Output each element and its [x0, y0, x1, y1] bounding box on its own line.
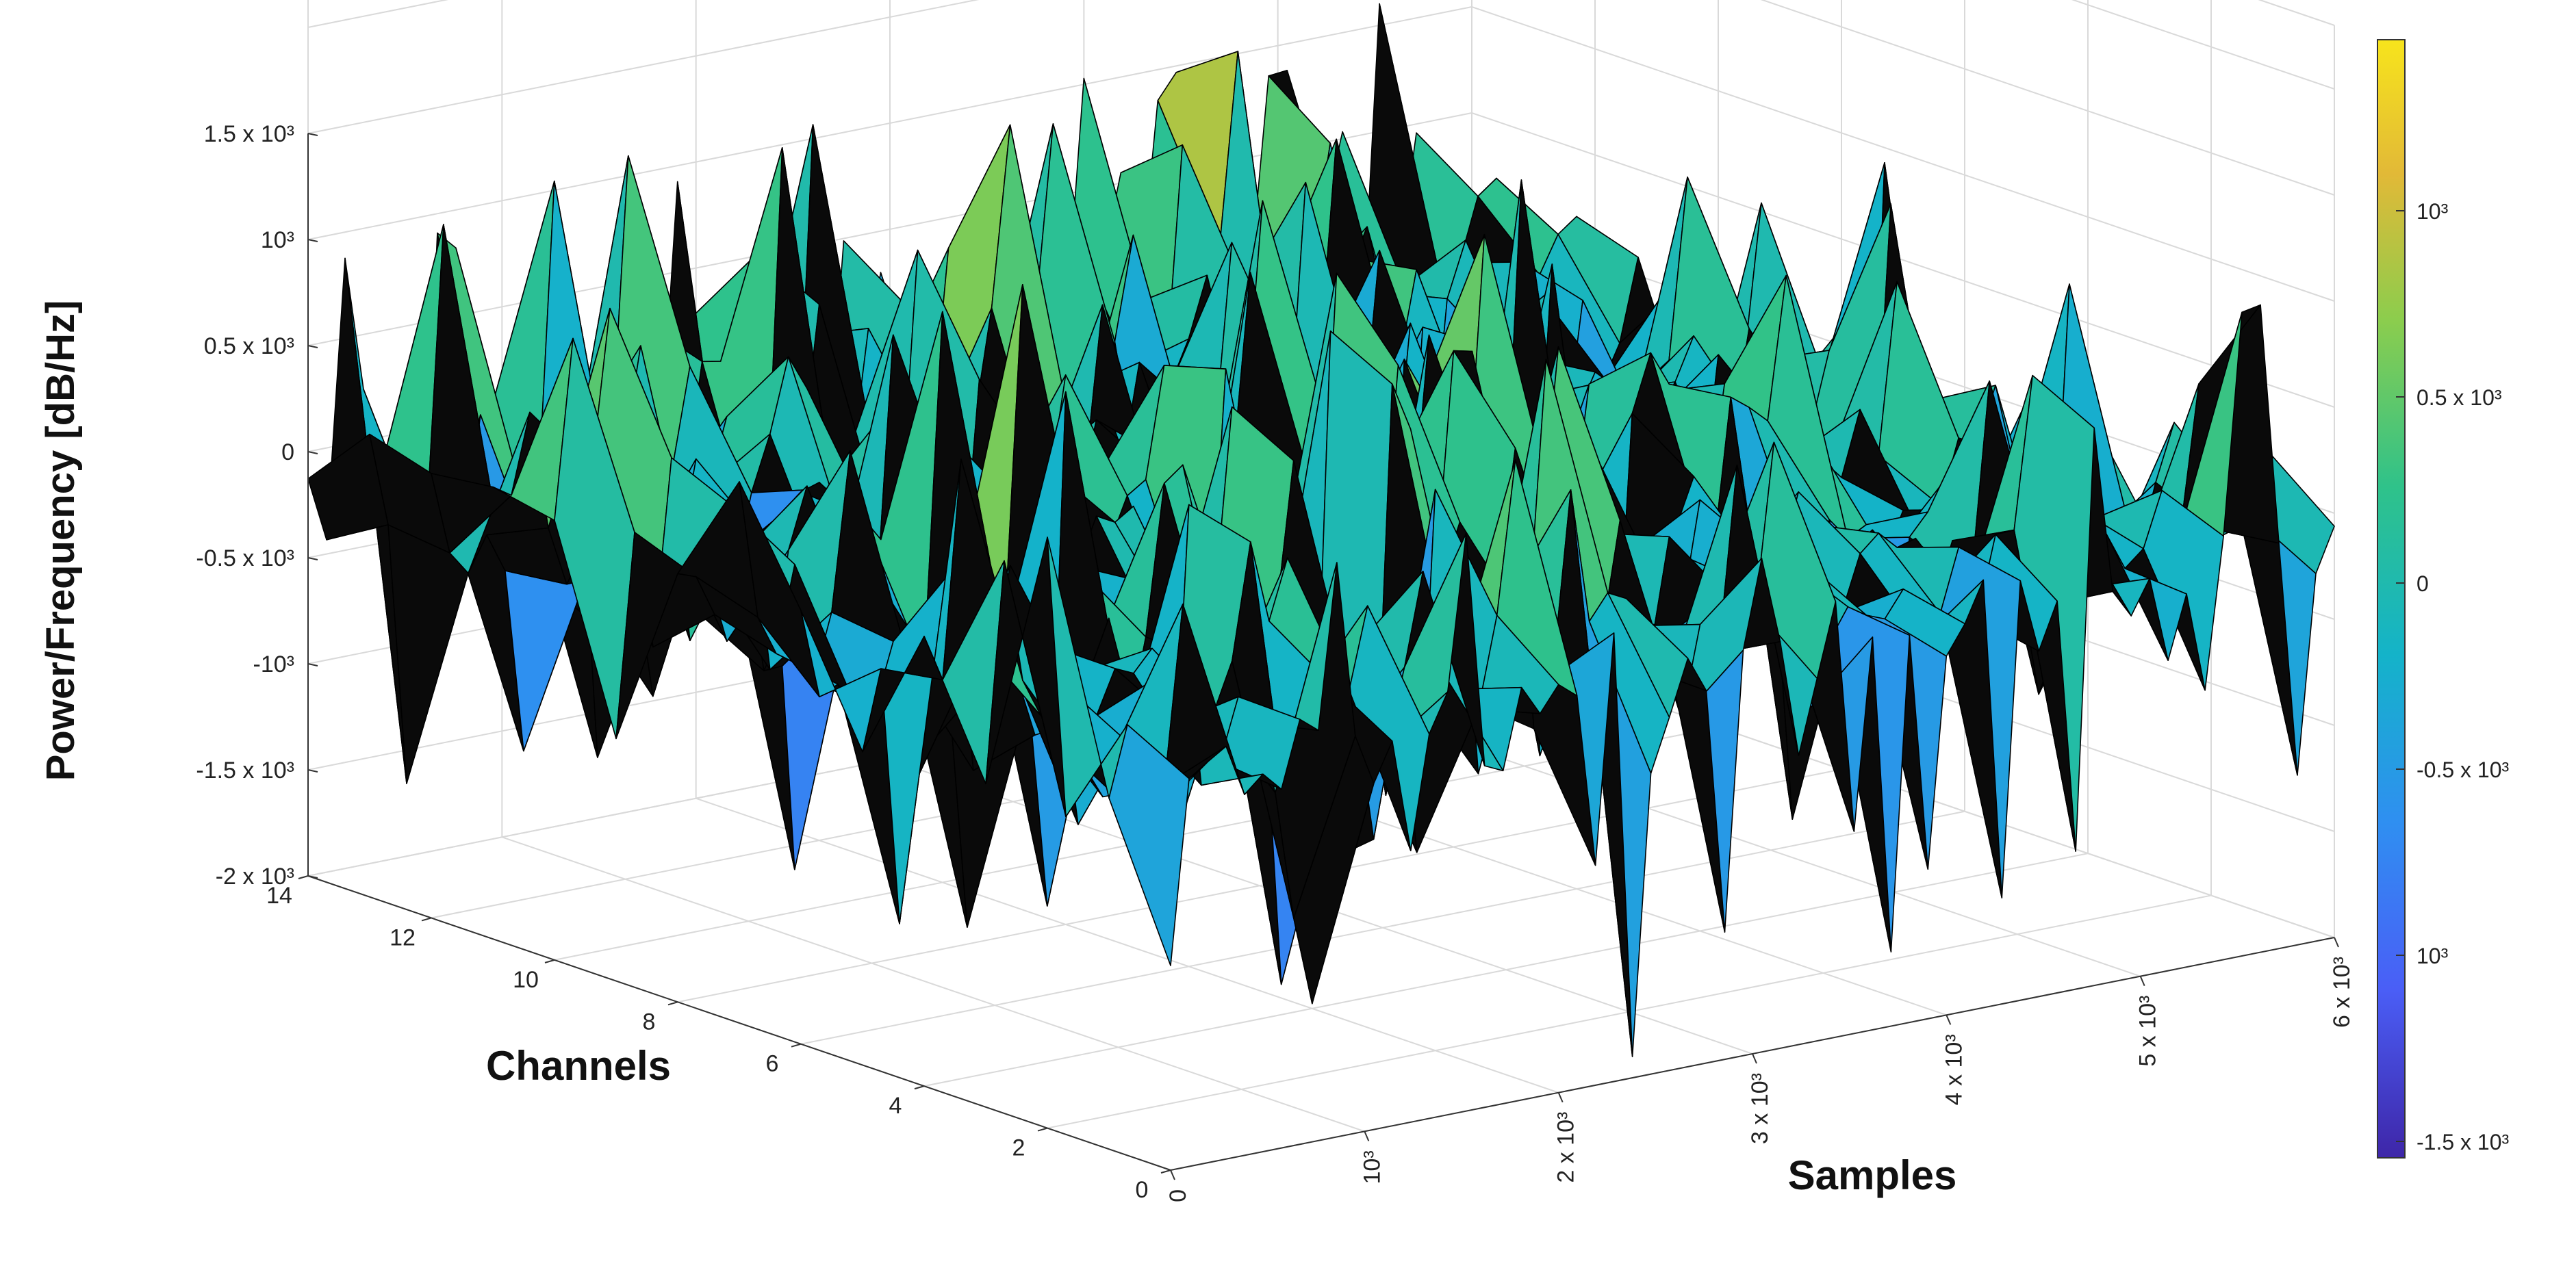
z-tick-label: 0: [281, 439, 294, 465]
side-wall-grid-line: [1471, 6, 2335, 302]
z-tick-mark: [307, 557, 318, 560]
y-tick-label: 10: [513, 967, 539, 993]
z-tick-mark: [307, 345, 318, 348]
x-tick-mark: [2334, 937, 2339, 948]
x-tick-mark: [1557, 1092, 1564, 1103]
y-tick-mark: [298, 875, 309, 879]
side-wall-grid-line: [2258, 0, 2335, 26]
z-tick-mark: [307, 133, 318, 136]
x-tick-mark: [2139, 976, 2145, 987]
x-tick-label: 0: [1165, 1189, 1191, 1202]
y-tick-mark: [1160, 1169, 1171, 1174]
side-wall-grid-line: [1760, 0, 2335, 196]
surface-mesh: [307, 3, 2335, 1057]
x-axis-title: Samples: [1788, 1152, 1957, 1198]
side-wall-grid-line: [1471, 112, 2335, 408]
axes-ticks: -2 x 10³ -1.5 x 10³ -10³ -0.5 x 10³ 0 0.5 x 1…: [196, 121, 2355, 1203]
y-tick-label: 0: [1136, 1177, 1149, 1203]
floor-grid-line: [502, 836, 1365, 1133]
z-tick-mark: [307, 663, 318, 667]
z-tick-label: -2 x 10³: [216, 864, 294, 890]
colorbar-tick-label: -1.5 x 10³: [2416, 1130, 2510, 1154]
y-tick-mark: [1037, 1127, 1048, 1132]
x-tick-label: 2 x 10³: [1553, 1112, 1579, 1183]
x-tick-mark: [1364, 1130, 1370, 1141]
x-tick-mark: [1946, 1014, 1952, 1025]
colorbar-tick-label: 10³: [2416, 944, 2449, 968]
surface-face: [387, 523, 469, 784]
x-tick-label: 4 x 10³: [1941, 1034, 1967, 1105]
y-tick-mark: [667, 1001, 678, 1006]
y-tick-label: 12: [390, 924, 416, 950]
surface-face: [1108, 724, 1190, 966]
colorbar-tick-label: 0.5 x 10³: [2416, 385, 2502, 410]
y-tick-label: 6: [766, 1051, 779, 1077]
back-wall-grid-line: [307, 6, 1472, 240]
y-tick-mark: [544, 959, 555, 963]
colorbar-ticks: 10³ 0.5 x 10³ 0 -0.5 x 10³ 10³ -1.5 x 10³: [2396, 199, 2510, 1154]
back-wall-grid-line: [307, 0, 980, 134]
floor-grid-line: [800, 810, 1965, 1045]
x-tick-label: 3 x 10³: [1747, 1073, 1773, 1144]
colorbar-tick-label: 0: [2416, 571, 2429, 596]
x-tick-label: 5 x 10³: [2135, 996, 2161, 1067]
z-axis-title: Power/Frequency [dB/Hz]: [38, 300, 83, 781]
y-axis-line: [307, 875, 1171, 1171]
colorbar-tick-label: 10³: [2416, 199, 2449, 224]
colorbar-tick-label: -0.5 x 10³: [2416, 758, 2510, 782]
z-tick-mark: [307, 451, 318, 454]
z-tick-label: 10³: [261, 227, 294, 253]
x-tick-label: 10³: [1359, 1150, 1385, 1184]
side-wall-grid-line: [2071, 0, 2335, 90]
y-tick-mark: [914, 1085, 925, 1090]
z-tick-label: -10³: [253, 651, 294, 677]
floor-grid-line: [696, 797, 1559, 1094]
y-tick-label: 8: [643, 1009, 656, 1035]
y-tick-mark: [791, 1043, 802, 1048]
y-tick-mark: [421, 917, 432, 922]
floor-grid-line: [923, 853, 2089, 1087]
y-tick-label: 2: [1012, 1135, 1025, 1161]
z-tick-label: -1.5 x 10³: [196, 758, 294, 784]
y-axis-title: Channels: [486, 1043, 671, 1089]
x-tick-mark: [1170, 1169, 1175, 1180]
colorbar-gradient: [2377, 39, 2406, 1159]
x-tick-label: 6 x 10³: [2329, 957, 2355, 1028]
colorbar: 10³ 0.5 x 10³ 0 -0.5 x 10³ 10³ -1.5 x 10³: [2377, 39, 2510, 1159]
z-tick-label: 0.5 x 10³: [204, 333, 294, 359]
y-tick-label: 14: [266, 883, 292, 909]
y-tick-label: 4: [889, 1093, 902, 1119]
z-tick-mark: [307, 769, 318, 773]
z-tick-label: -0.5 x 10³: [196, 545, 294, 571]
z-tick-label: 1.5 x 10³: [204, 121, 294, 147]
x-tick-mark: [1752, 1053, 1757, 1064]
z-tick-mark: [307, 239, 318, 242]
